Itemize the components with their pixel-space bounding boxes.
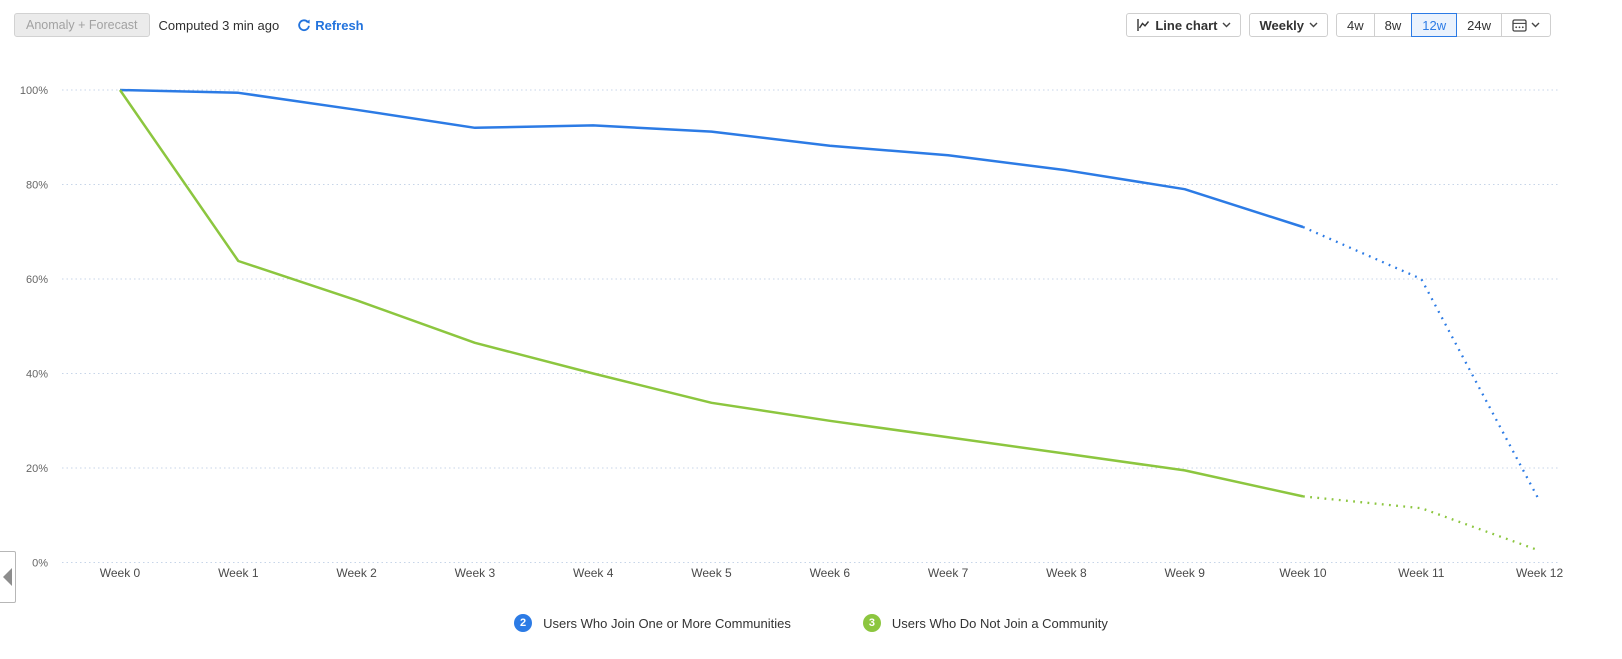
range-button-group: 4w 8w 12w 24w — [1336, 13, 1551, 37]
chevron-down-icon — [1309, 22, 1318, 28]
range-button-8w[interactable]: 8w — [1373, 13, 1413, 37]
chevron-left-icon — [3, 568, 12, 586]
chevron-down-icon — [1222, 22, 1231, 28]
legend-label: Users Who Do Not Join a Community — [891, 615, 1108, 631]
y-tick-label: 40% — [26, 369, 48, 381]
gridlines — [62, 89, 1558, 563]
x-tick-label: Week 9 — [1164, 566, 1205, 580]
x-tick-label: Week 10 — [1279, 566, 1326, 580]
series-badge: 3 — [862, 614, 881, 632]
x-tick-label: Week 2 — [336, 566, 377, 580]
y-tick-label: 0% — [32, 558, 48, 570]
x-tick-label: Week 7 — [928, 566, 969, 580]
interval-label: Weekly — [1259, 17, 1305, 33]
legend-item-no-community[interactable]: 3 Users Who Do Not Join a Community — [862, 614, 1108, 632]
refresh-button[interactable]: Refresh — [297, 17, 364, 33]
header-right: Line chart Weekly 4w 8w 12w 24w — [1126, 12, 1551, 38]
chevron-down-icon — [1531, 22, 1540, 28]
refresh-label: Refresh — [315, 17, 364, 33]
series-lines — [118, 88, 1541, 552]
computed-status-text: Computed 3 min ago — [158, 17, 280, 33]
x-tick-label: Week 0 — [100, 566, 141, 580]
series-line — [118, 89, 1304, 498]
refresh-icon — [297, 18, 310, 32]
retention-line-chart: 0%20%40%60%80%100%Week 0 Week 1 Week 2 Week… — [20, 85, 1564, 580]
chart-type-label: Line chart — [1155, 17, 1218, 33]
calendar-icon — [1512, 18, 1527, 32]
y-axis-labels: 0% 20% 40% 60% 80% 100% — [20, 85, 48, 570]
anomaly-forecast-button[interactable]: Anomaly + Forecast — [14, 13, 150, 37]
y-tick-label: 80% — [26, 180, 48, 192]
y-tick-label: 60% — [26, 274, 48, 286]
custom-date-range-button[interactable] — [1501, 13, 1551, 37]
series-badge: 2 — [514, 614, 533, 632]
chart-legend: 2 Users Who Join One or More Communities… — [0, 614, 1622, 632]
line-chart-icon — [1136, 18, 1150, 32]
legend-label: Users Who Join One or More Communities — [543, 615, 791, 631]
x-tick-label: Week 12 — [1516, 566, 1563, 580]
range-button-4w[interactable]: 4w — [1336, 13, 1375, 37]
y-tick-label: 100% — [20, 85, 48, 97]
x-tick-label: Week 4 — [573, 566, 614, 580]
series-forecast-line — [1302, 225, 1541, 502]
x-axis-labels: Week 0 Week 1 Week 2 Week 3 Week 4 Week 5 Week… — [100, 566, 1564, 580]
x-tick-label: Week 6 — [810, 566, 851, 580]
header-left: Anomaly + Forecast Computed 3 min ago Re… — [14, 12, 364, 38]
x-tick-label: Week 3 — [455, 566, 496, 580]
y-tick-label: 20% — [26, 463, 48, 475]
series-line — [119, 88, 1304, 229]
interval-dropdown[interactable]: Weekly — [1249, 13, 1329, 37]
x-tick-label: Week 11 — [1398, 566, 1445, 580]
panel-collapse-handle[interactable] — [0, 551, 16, 603]
x-tick-label: Week 8 — [1046, 566, 1087, 580]
x-tick-label: Week 1 — [218, 566, 259, 580]
range-button-12w[interactable]: 12w — [1411, 13, 1458, 37]
x-tick-label: Week 5 — [691, 566, 732, 580]
legend-item-join-communities[interactable]: 2 Users Who Join One or More Communities — [514, 614, 791, 632]
chart-type-dropdown[interactable]: Line chart — [1126, 13, 1242, 37]
series-forecast-line — [1302, 495, 1540, 552]
